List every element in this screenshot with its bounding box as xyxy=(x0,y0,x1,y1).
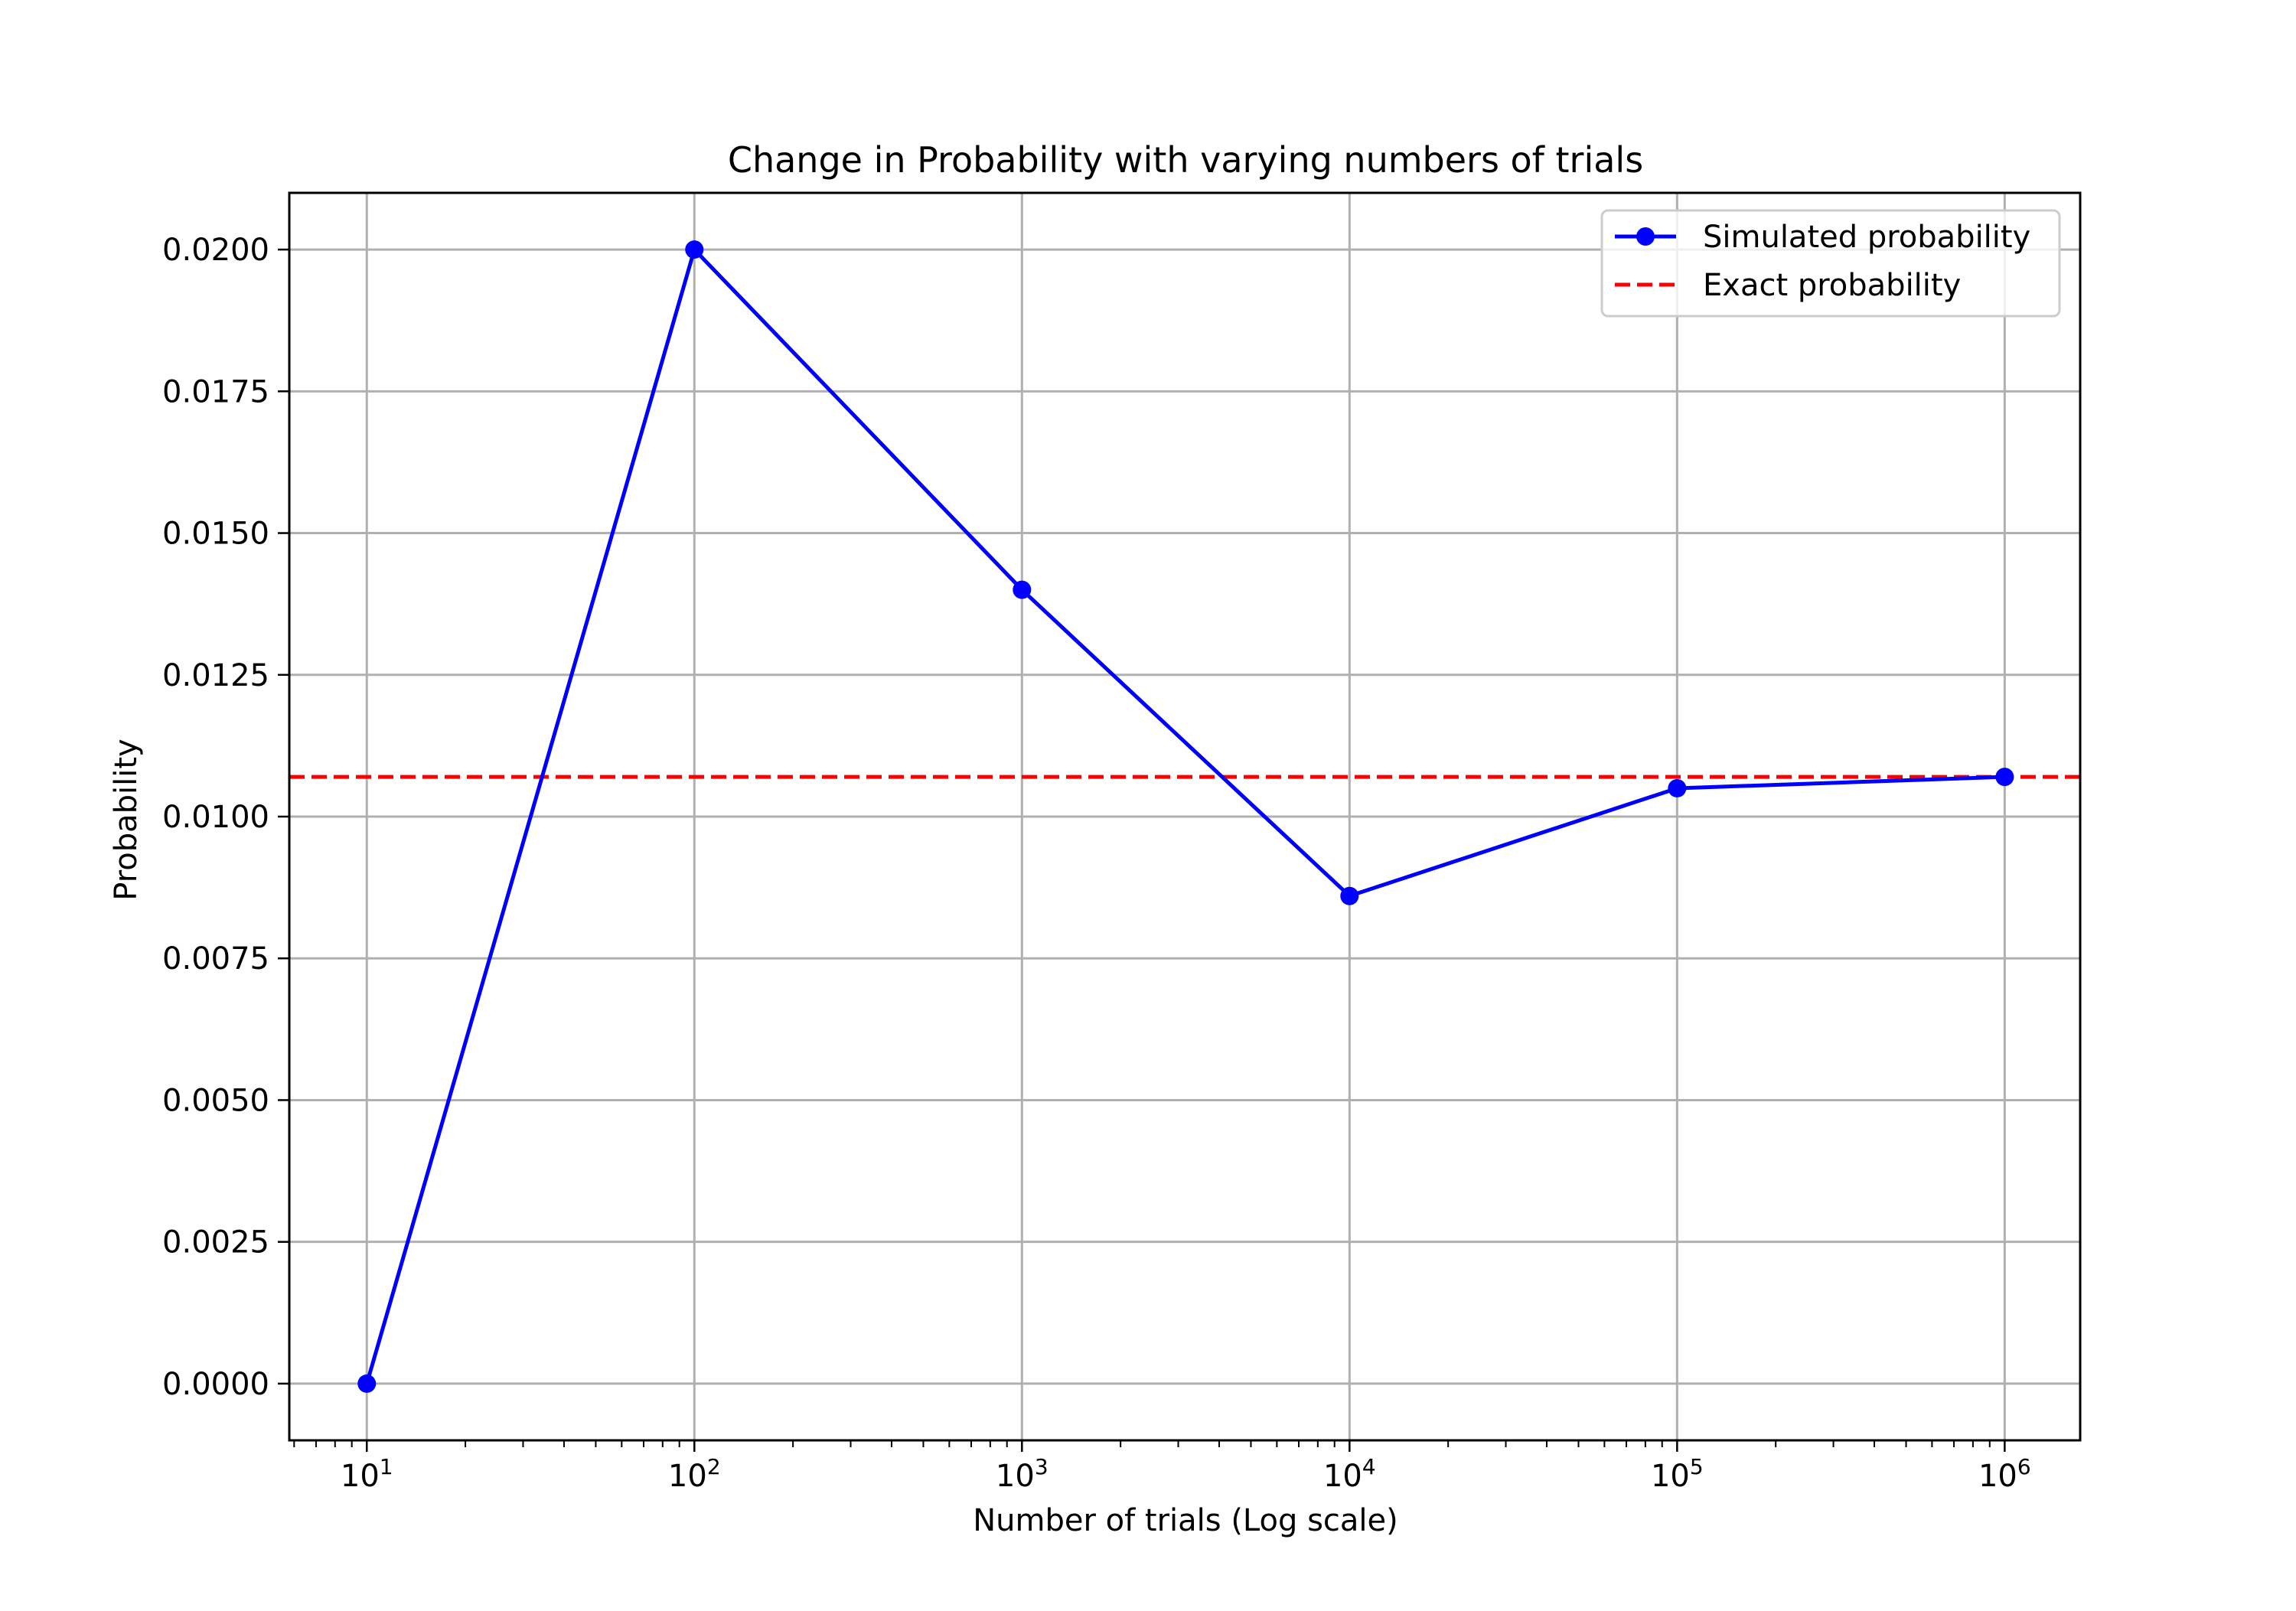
y-tick-label: 0.0075 xyxy=(162,941,269,977)
legend-label-simulated: Simulated probability xyxy=(1703,220,2030,255)
y-tick-label: 0.0000 xyxy=(162,1367,269,1402)
y-axis-label: Probability xyxy=(109,739,144,900)
y-tick-label: 0.0025 xyxy=(162,1225,269,1260)
x-tick-label: 106 xyxy=(1978,1454,2031,1494)
data-point xyxy=(1668,778,1687,797)
x-tick-label: 101 xyxy=(341,1454,393,1494)
series-line-simulated-probability xyxy=(364,247,2007,1386)
legend: Simulated probability Exact probability xyxy=(1600,209,2061,318)
x-tick-label: 102 xyxy=(668,1454,721,1494)
chart-title: Change in Probability with varying numbe… xyxy=(728,139,1643,181)
y-tick-label: 0.0200 xyxy=(162,233,269,268)
x-tick-label: 103 xyxy=(996,1454,1049,1494)
y-tick-label: 0.0175 xyxy=(162,374,269,409)
plot-frame xyxy=(288,191,2082,1442)
data-point xyxy=(685,240,704,259)
legend-marker-simulated xyxy=(1636,227,1655,246)
x-tick-label: 104 xyxy=(1323,1454,1376,1494)
plot-area: 101 102 103 104 105 106 0.0000 0.0025 0.0050 0.00… xyxy=(162,191,2082,1494)
data-point xyxy=(357,1374,377,1393)
y-tick-label: 0.0125 xyxy=(162,658,269,693)
legend-label-exact: Exact probability xyxy=(1703,268,1961,303)
legend-box xyxy=(1600,209,2061,318)
x-axis-label: Number of trials (Log scale) xyxy=(973,1503,1398,1538)
y-tick-label: 0.0150 xyxy=(162,517,269,552)
data-point xyxy=(1340,886,1359,905)
y-tick-label: 0.0100 xyxy=(162,800,269,835)
y-tick-label: 0.0050 xyxy=(162,1083,269,1118)
data-point xyxy=(1995,768,2014,787)
data-point xyxy=(1013,580,1032,599)
x-tick-label: 105 xyxy=(1651,1454,1704,1494)
